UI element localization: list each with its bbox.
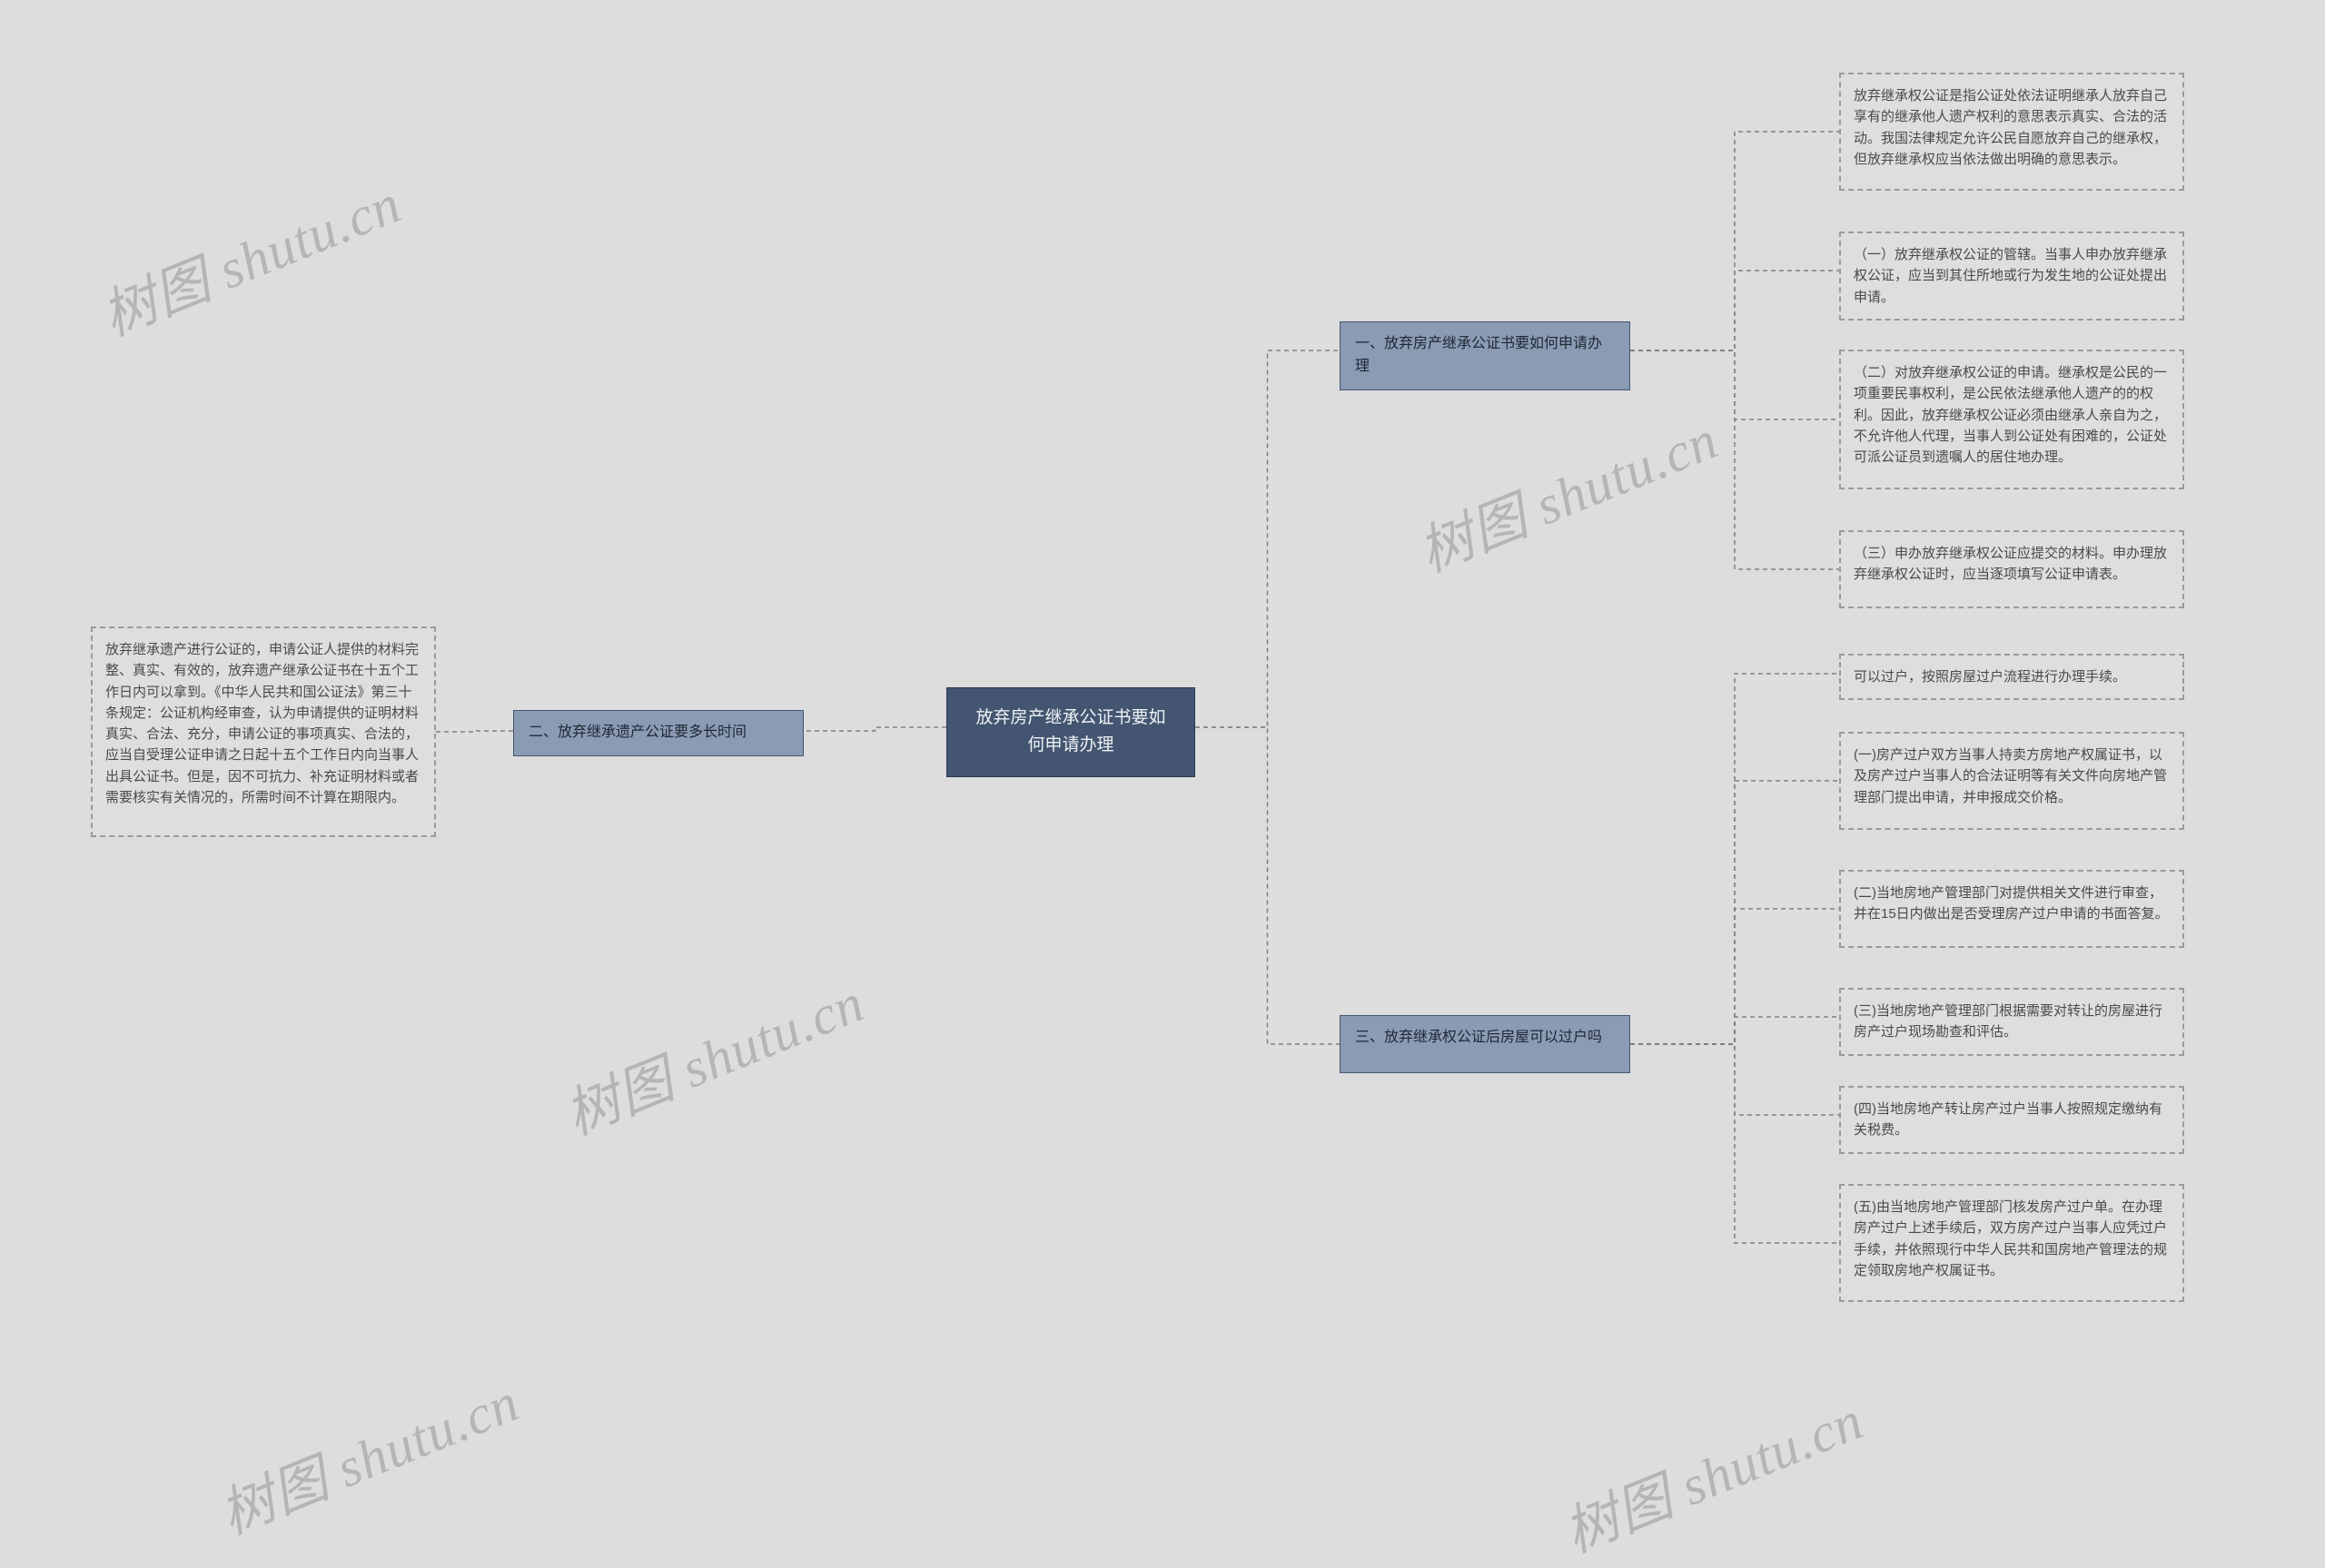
watermark: 树图 shutu.cn xyxy=(1550,1376,1873,1568)
watermark: 树图 shutu.cn xyxy=(206,1358,529,1550)
leaf-node-1d: （三）申办放弃继承权公证应提交的材料。申办理放弃继承权公证时，应当逐项填写公证申… xyxy=(1839,530,2184,608)
leaf-node-2a: 放弃继承遗产进行公证的，申请公证人提供的材料完整、真实、有效的，放弃遗产继承公证… xyxy=(91,626,436,837)
leaf-node-1b: （一）放弃继承权公证的管辖。当事人申办放弃继承权公证，应当到其住所地或行为发生地… xyxy=(1839,232,2184,321)
branch-node-2: 二、放弃继承遗产公证要多长时间 xyxy=(513,710,804,756)
watermark: 树图 shutu.cn xyxy=(551,959,874,1150)
leaf-node-3e: (四)当地房地产转让房产过户当事人按照规定缴纳有关税费。 xyxy=(1839,1086,2184,1154)
watermark: 树图 shutu.cn xyxy=(88,160,411,351)
leaf-node-1a: 放弃继承权公证是指公证处依法证明继承人放弃自己享有的继承他人遗产权利的意思表示真… xyxy=(1839,73,2184,191)
leaf-node-3b: (一)房产过户双方当事人持卖方房地产权属证书，以及房产过户当事人的合法证明等有关… xyxy=(1839,732,2184,830)
leaf-node-3d: (三)当地房地产管理部门根据需要对转让的房屋进行房产过户现场勘查和评估。 xyxy=(1839,988,2184,1056)
branch-node-1: 一、放弃房产继承公证书要如何申请办理 xyxy=(1340,321,1630,390)
leaf-node-1c: （二）对放弃继承权公证的申请。继承权是公民的一项重要民事权利，是公民依法继承他人… xyxy=(1839,350,2184,489)
watermark: 树图 shutu.cn xyxy=(1405,396,1727,587)
branch-node-3: 三、放弃继承权公证后房屋可以过户吗 xyxy=(1340,1015,1630,1073)
leaf-node-3f: (五)由当地房地产管理部门核发房产过户单。在办理房产过户上述手续后，双方房产过户… xyxy=(1839,1184,2184,1302)
leaf-node-3c: (二)当地房地产管理部门对提供相关文件进行审查，并在15日内做出是否受理房产过户… xyxy=(1839,870,2184,948)
root-node: 放弃房产继承公证书要如何申请办理 xyxy=(946,687,1195,777)
leaf-node-3a: 可以过户，按照房屋过户流程进行办理手续。 xyxy=(1839,654,2184,700)
